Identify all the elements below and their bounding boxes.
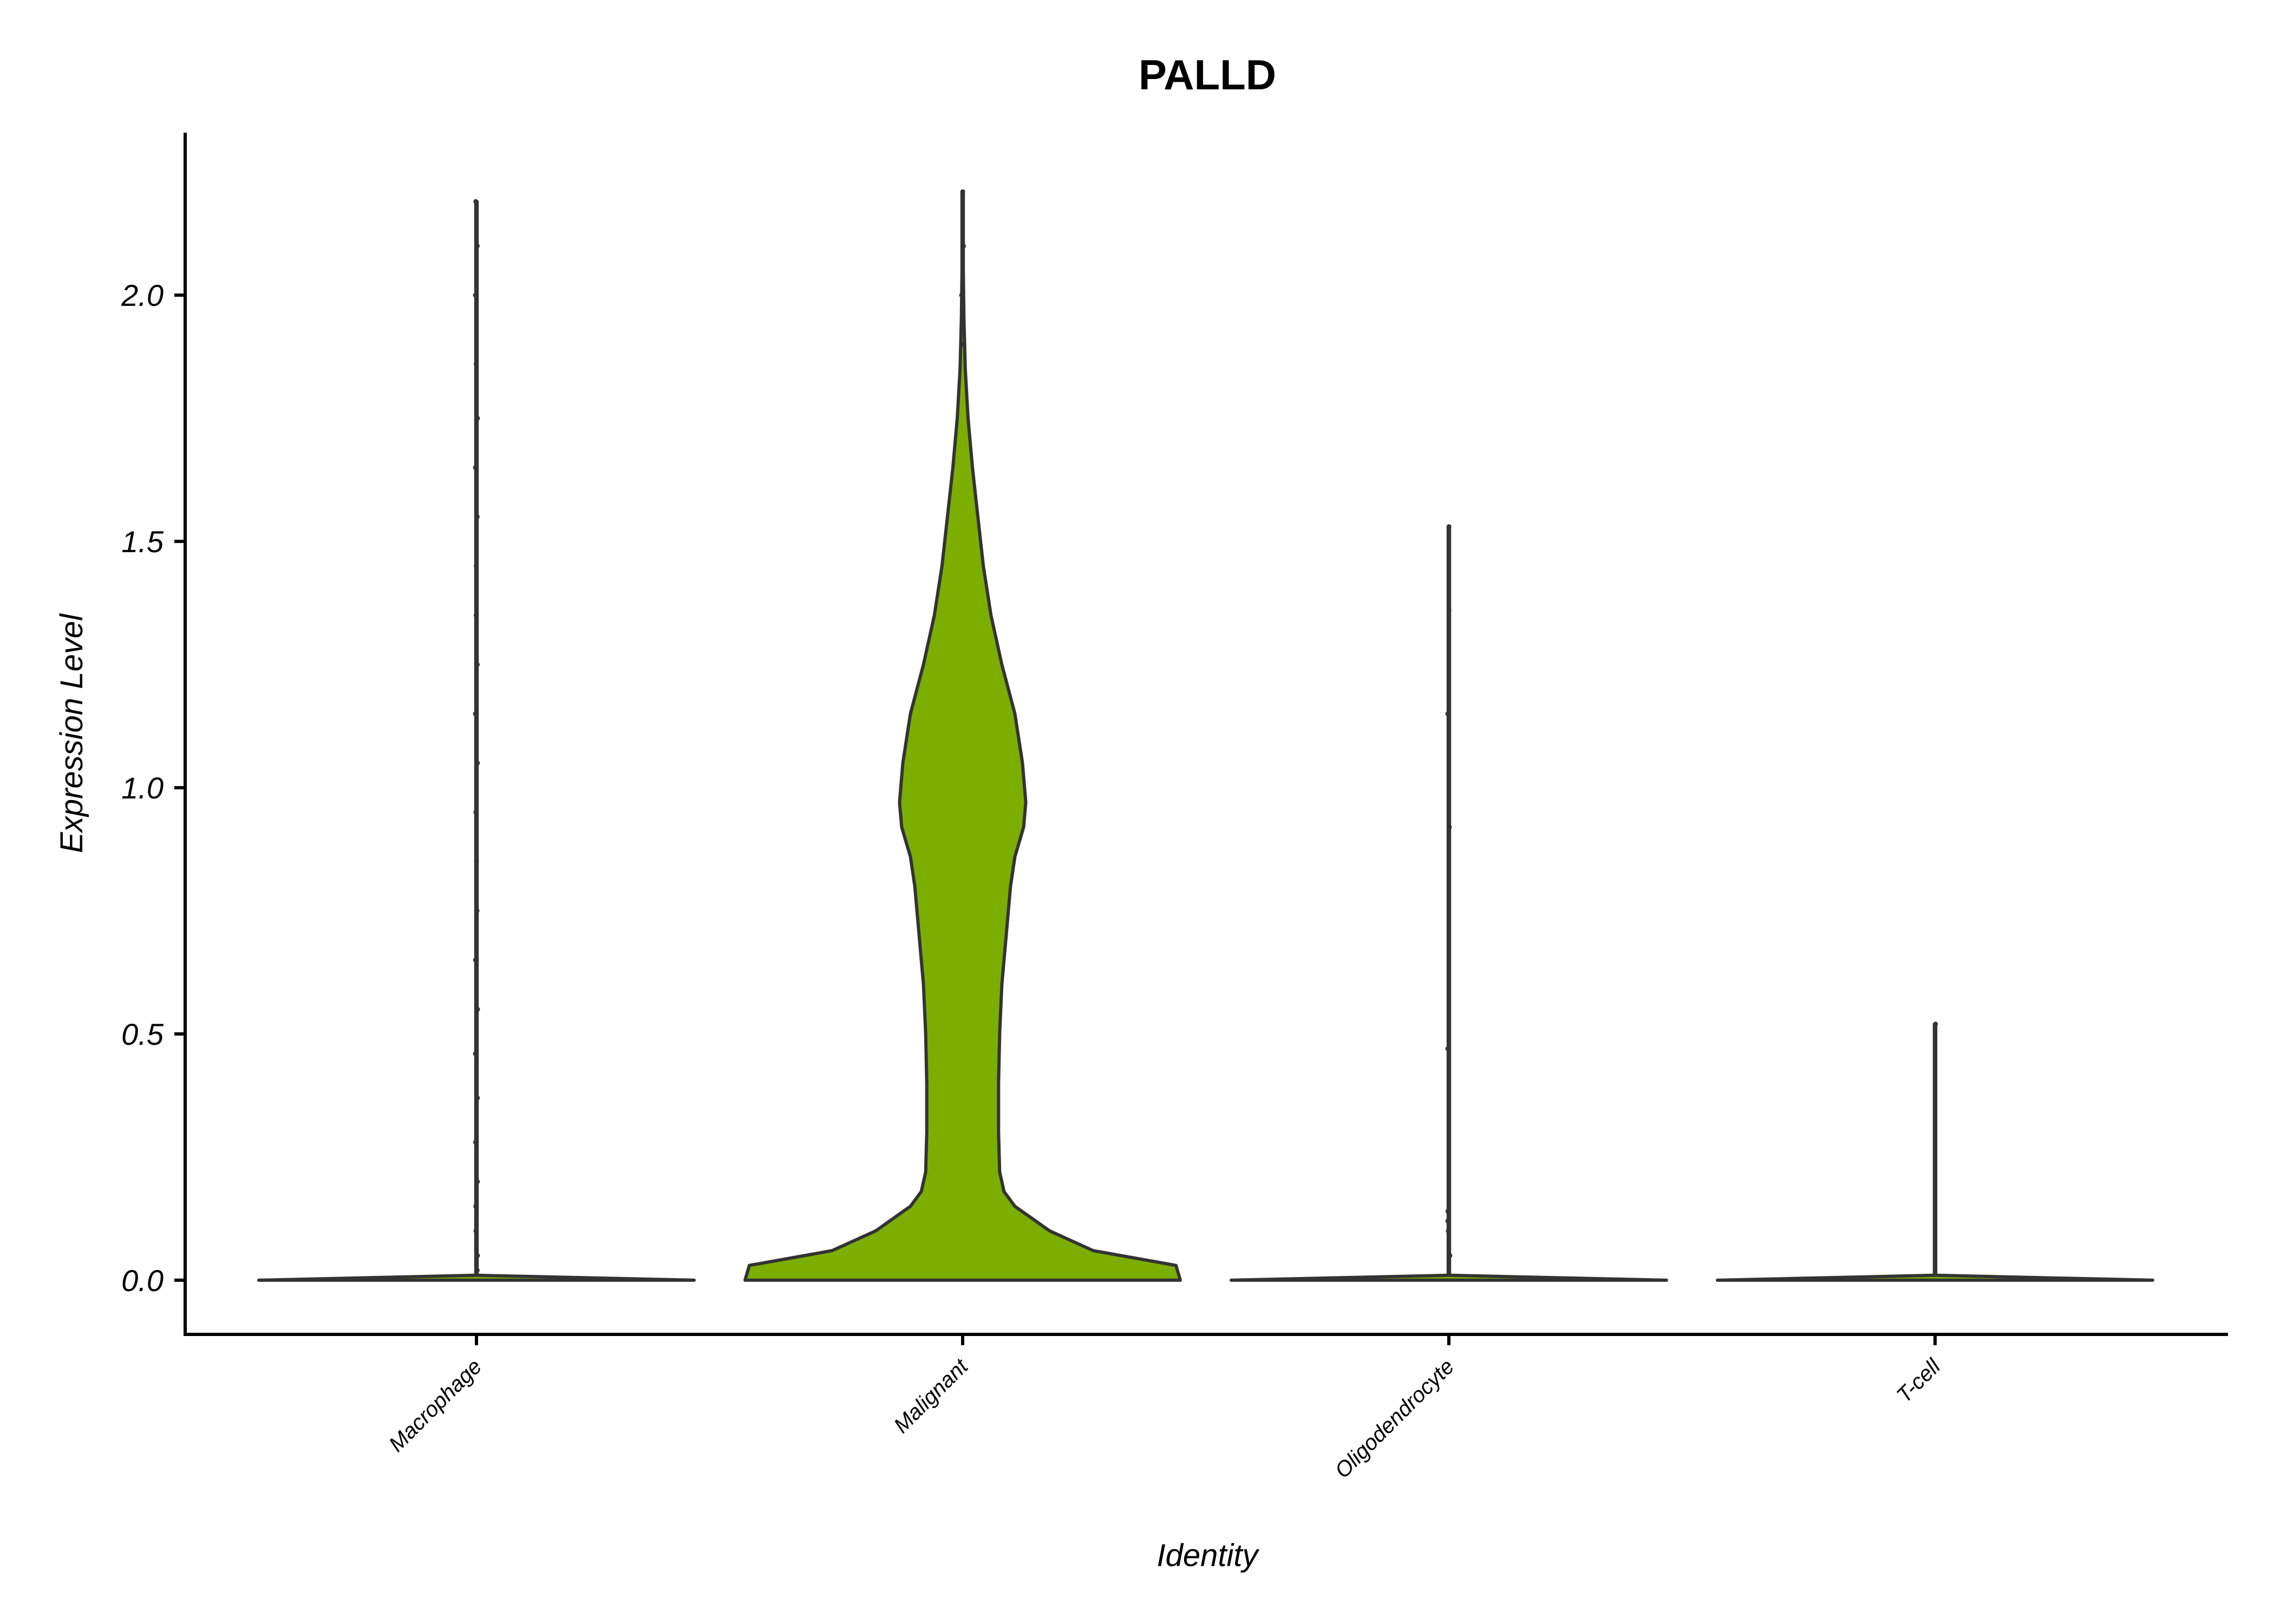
y-tick-label: 1.0 bbox=[121, 771, 164, 805]
jitter-point bbox=[475, 1253, 480, 1258]
jitter-point bbox=[475, 662, 480, 667]
jitter-point bbox=[474, 514, 480, 520]
x-tick-label: Macrophage bbox=[384, 1354, 486, 1456]
x-tick-label: Oligodendrocyte bbox=[1330, 1354, 1459, 1483]
violins bbox=[257, 190, 2154, 1282]
jitter-point bbox=[473, 958, 478, 963]
jitter-point bbox=[473, 465, 478, 470]
violin-malignant bbox=[743, 190, 1182, 1282]
y-tick-label: 2.0 bbox=[121, 278, 164, 312]
jitter-point bbox=[473, 613, 479, 618]
jitter-point bbox=[1446, 524, 1452, 529]
jitter-point bbox=[1445, 711, 1450, 717]
jitter-point bbox=[475, 761, 480, 766]
jitter-point bbox=[473, 711, 478, 717]
jitter-point bbox=[959, 292, 964, 298]
x-axis-label: Identity bbox=[1157, 1538, 1260, 1573]
jitter-point bbox=[473, 1203, 479, 1209]
y-tick-label: 1.5 bbox=[121, 525, 164, 559]
x-axis-ticks: Macrophage Malignant Oligodendrocyte T-cell bbox=[384, 1334, 1945, 1483]
jitter-point bbox=[473, 1051, 478, 1056]
jitter-point bbox=[475, 416, 480, 421]
jitter-point bbox=[474, 564, 479, 569]
violin-oligodendrocyte bbox=[1230, 525, 1668, 1282]
jitter-point bbox=[473, 362, 479, 367]
jitter-point bbox=[474, 908, 480, 914]
jitter-point bbox=[475, 1007, 480, 1012]
jitter-point bbox=[473, 1228, 479, 1234]
jitter-point bbox=[1446, 1228, 1451, 1234]
jitter-point bbox=[1447, 824, 1452, 830]
jitter-point bbox=[961, 342, 966, 347]
jitter-point bbox=[473, 810, 479, 815]
jitter-point bbox=[473, 199, 479, 204]
y-tick-label: 0.0 bbox=[121, 1263, 164, 1298]
x-tick-label: T-cell bbox=[1892, 1354, 1945, 1407]
jitter-point bbox=[1445, 1046, 1450, 1051]
y-axis-ticks: 0.0 0.5 1.0 1.5 2.0 bbox=[121, 278, 185, 1298]
jitter-point bbox=[1445, 1209, 1450, 1214]
jitter-point bbox=[474, 859, 479, 865]
jitter-point bbox=[1447, 1253, 1453, 1258]
jitter-point bbox=[473, 1140, 478, 1145]
jitter-point bbox=[1445, 1219, 1450, 1224]
y-tick-label: 0.5 bbox=[121, 1017, 164, 1051]
x-tick-label: Malignant bbox=[890, 1354, 973, 1438]
jitter-point bbox=[960, 243, 966, 248]
violin-t-cell bbox=[1716, 1022, 2154, 1282]
y-axis-label: Expression Level bbox=[54, 613, 89, 853]
jitter-points bbox=[473, 189, 1938, 1273]
jitter-point bbox=[1933, 1021, 1938, 1027]
jitter-point bbox=[473, 292, 478, 298]
jitter-point bbox=[474, 1268, 480, 1273]
jitter-point bbox=[474, 243, 480, 248]
jitter-point bbox=[1446, 608, 1452, 613]
jitter-point bbox=[475, 1095, 480, 1101]
jitter-point bbox=[475, 1179, 480, 1184]
chart-title: PALLD bbox=[1139, 51, 1276, 99]
jitter-point bbox=[960, 189, 965, 194]
